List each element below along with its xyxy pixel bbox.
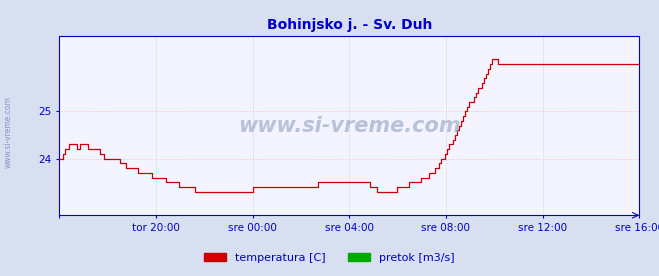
Title: Bohinjsko j. - Sv. Duh: Bohinjsko j. - Sv. Duh [267, 18, 432, 32]
Text: www.si-vreme.com: www.si-vreme.com [4, 97, 13, 168]
Legend: temperatura [C], pretok [m3/s]: temperatura [C], pretok [m3/s] [200, 249, 459, 268]
Text: www.si-vreme.com: www.si-vreme.com [238, 116, 461, 136]
